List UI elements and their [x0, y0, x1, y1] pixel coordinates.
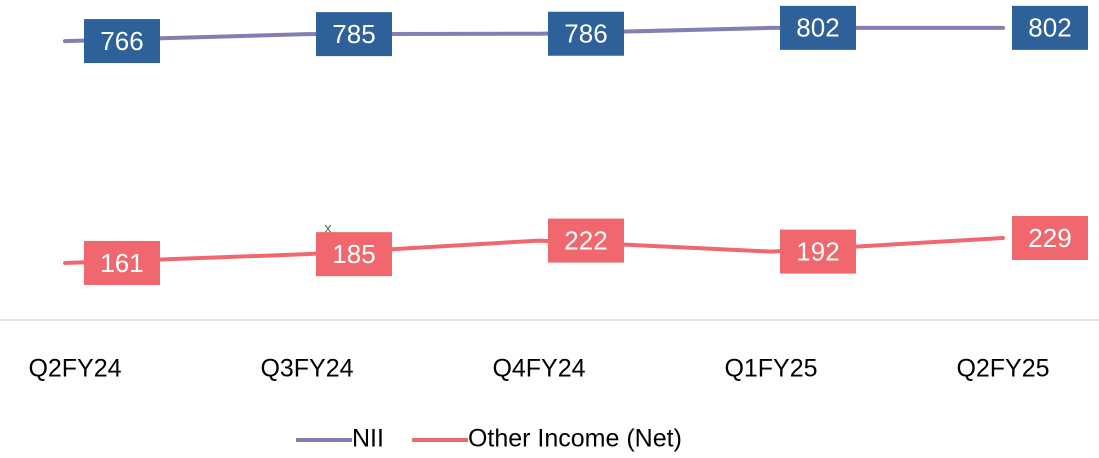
- data-label-box: [1012, 216, 1088, 261]
- x-tick-label: Q2FY25: [956, 355, 1049, 383]
- series-line: [63, 236, 1005, 265]
- data-label: 802: [796, 13, 839, 43]
- x-tick-label: Q1FY25: [724, 355, 817, 383]
- data-label-box: [84, 240, 160, 285]
- data-label-box: [316, 12, 392, 57]
- legend-label: Other Income (Net): [468, 425, 682, 453]
- data-label: 185: [332, 239, 375, 269]
- series-line: [63, 25, 1005, 44]
- data-label-box: [1012, 5, 1088, 50]
- data-label: 786: [564, 19, 607, 49]
- x-tick-label: Q3FY24: [260, 355, 353, 383]
- data-label-box: [548, 11, 624, 56]
- data-label: 192: [796, 236, 839, 266]
- data-label: 229: [1028, 223, 1071, 253]
- data-label-box: [548, 218, 624, 263]
- data-label: 802: [1028, 13, 1071, 43]
- annotation: x: [325, 220, 332, 236]
- legend-label: NII: [352, 425, 384, 453]
- data-label: 785: [332, 19, 375, 49]
- data-label-box: [84, 19, 160, 64]
- data-label: 222: [564, 225, 607, 255]
- data-label: 161: [100, 248, 143, 278]
- data-label-box: [780, 5, 856, 50]
- x-tick-label: Q2FY24: [28, 355, 121, 383]
- data-label-box: [316, 232, 392, 277]
- data-label: 766: [100, 26, 143, 56]
- x-tick-label: Q4FY24: [492, 355, 585, 383]
- data-label-box: [780, 229, 856, 274]
